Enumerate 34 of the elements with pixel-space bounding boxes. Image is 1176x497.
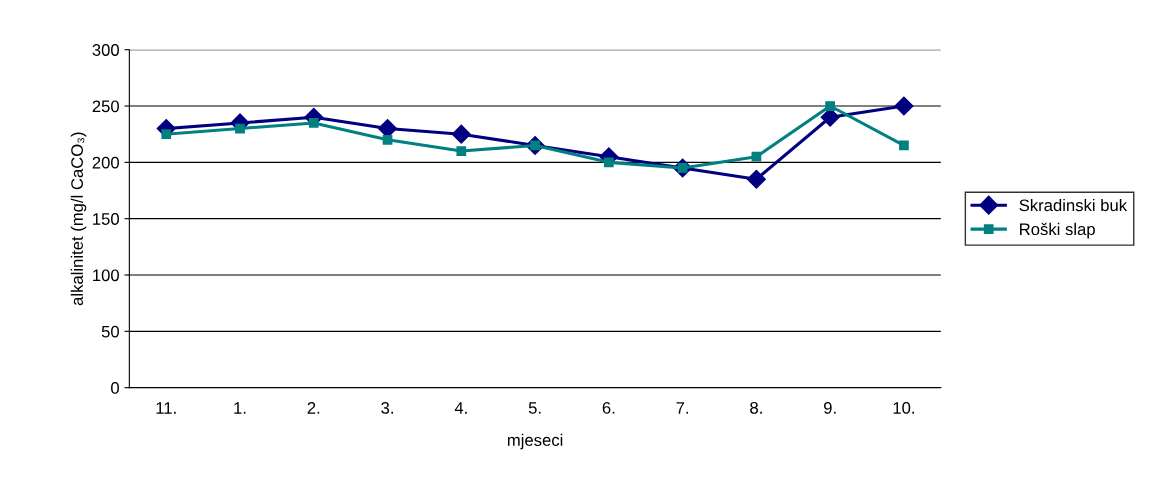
x-tick-label: 7. xyxy=(676,402,689,414)
y-axis-title: alkalinitet (mg/l CaCO₃) xyxy=(70,132,87,306)
y-tick-label: 300 xyxy=(92,44,119,56)
x-axis-title: mjeseci xyxy=(507,433,563,450)
y-tick-label: 0 xyxy=(111,382,119,394)
legend-label: Roški slap xyxy=(1020,222,1095,239)
x-tick-label: 10. xyxy=(893,401,914,414)
point xyxy=(161,129,172,140)
y-tick-label: 150 xyxy=(93,213,119,225)
legend-label: Skradinski buk xyxy=(1019,198,1128,212)
point xyxy=(894,96,914,116)
x-tick-label: 6. xyxy=(602,401,615,414)
point xyxy=(746,169,766,189)
x-tick-label: 5. xyxy=(528,402,541,414)
y-tick-label: 200 xyxy=(92,156,119,169)
x-tick-label: 3. xyxy=(381,401,393,414)
point xyxy=(235,123,245,134)
point xyxy=(825,101,836,111)
point xyxy=(751,151,762,162)
y-tick-label: 50 xyxy=(101,325,119,338)
x-tick-label: 11. xyxy=(156,402,176,414)
y-tick-label: 250 xyxy=(92,100,119,113)
y-tick-label: 100 xyxy=(93,269,119,282)
x-tick-label: 4. xyxy=(454,402,467,414)
x-tick-label: 8. xyxy=(750,401,762,414)
x-tick-label: 2. xyxy=(307,401,320,414)
point xyxy=(899,140,909,151)
point xyxy=(308,118,319,128)
x-tick-label: 1. xyxy=(234,402,246,414)
point xyxy=(603,157,614,168)
point xyxy=(456,146,467,156)
point xyxy=(382,134,393,145)
x-tick-label: 9. xyxy=(823,401,836,414)
point xyxy=(451,124,471,144)
